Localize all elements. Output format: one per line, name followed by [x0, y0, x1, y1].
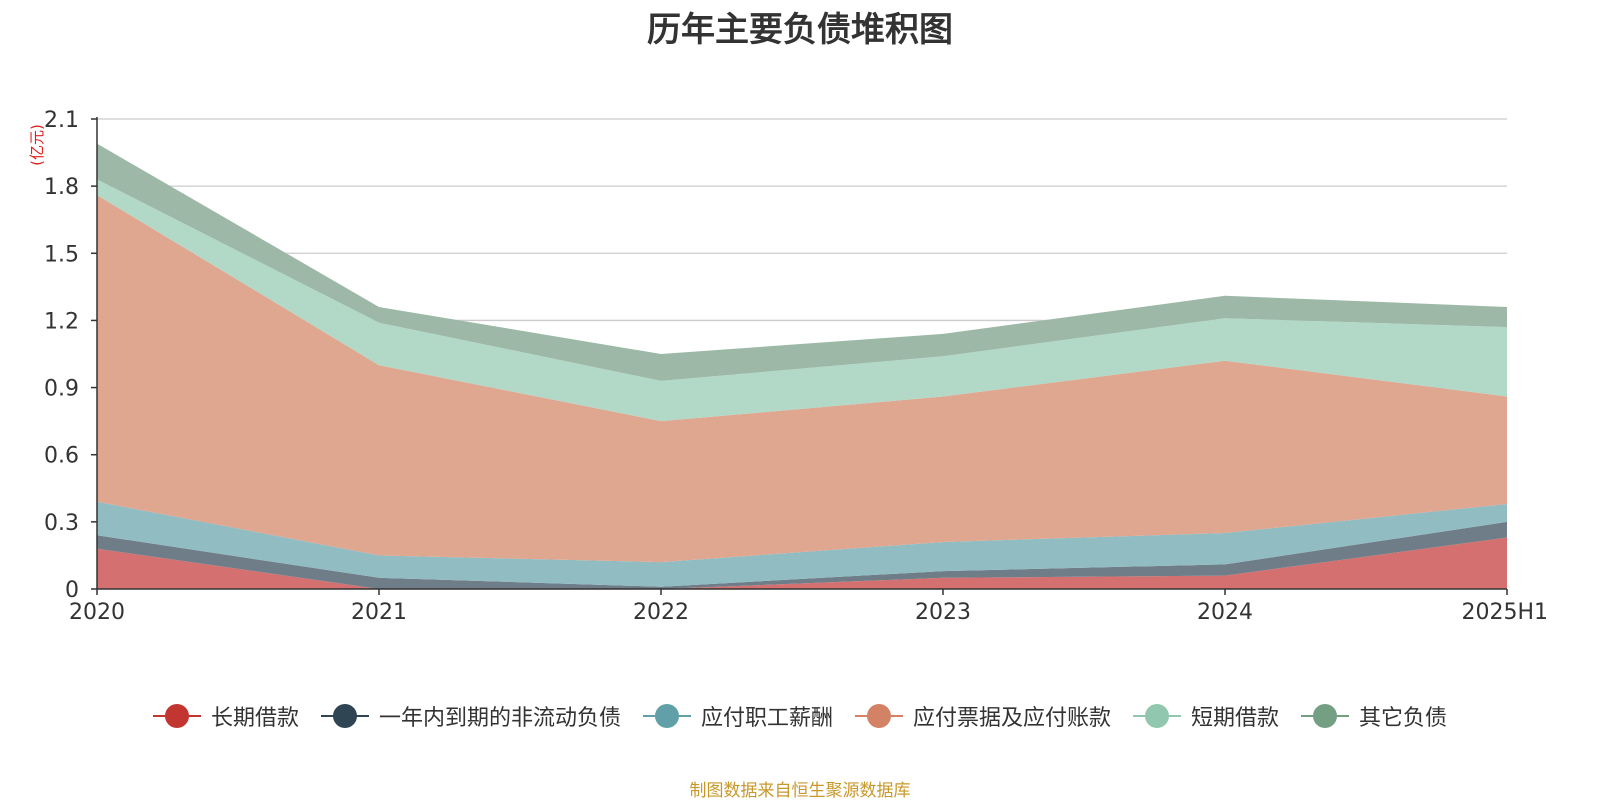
- legend-item[interactable]: 其它负债: [1301, 700, 1447, 732]
- y-tick-label: 2.1: [44, 108, 79, 133]
- legend-marker-icon: [1133, 704, 1182, 728]
- legend-marker-icon: [320, 704, 369, 728]
- series-area-2: [97, 521, 1507, 589]
- y-tick-label: 1.2: [44, 309, 79, 334]
- x-tick-label: 2020: [69, 600, 125, 625]
- legend-label: 应付票据及应付账款: [913, 706, 1112, 731]
- y-axis-unit-label: (亿元): [28, 124, 46, 166]
- legend-label: 短期借款: [1191, 706, 1280, 731]
- y-tick-label: 0.6: [44, 444, 79, 469]
- y-tick-label: 1.5: [44, 242, 79, 267]
- series-area-6: [97, 143, 1507, 381]
- x-tick-label: 2024: [1197, 600, 1253, 625]
- y-tick-label: 0: [65, 578, 79, 603]
- legend-marker-icon: [152, 704, 201, 728]
- legend-marker-icon: [855, 704, 903, 728]
- series-area-5: [97, 179, 1507, 422]
- legend-label: 其它负债: [1359, 706, 1448, 731]
- chart-title: 历年主要负债堆积图: [647, 10, 953, 50]
- source-note: 制图数据来自恒生聚源数据库: [689, 781, 911, 801]
- x-tick-label: 2022: [633, 600, 689, 625]
- legend-item[interactable]: 长期借款: [152, 700, 299, 732]
- legend-label: 应付职工薪酬: [700, 706, 833, 731]
- x-tick-label: 2025H1: [1461, 600, 1548, 625]
- legend-label: 一年内到期的非流动负债: [378, 706, 621, 731]
- stacked-area-chart: 0 0.3 0.6 0.9 1.2 1.5 1.8 2.1 2020 2021 2022 2023 20…: [28, 108, 1548, 625]
- y-tick-label: 1.8: [44, 175, 79, 200]
- axes: 0 0.3 0.6 0.9 1.2 1.5 1.8 2.1 2020 2021 2022 2023 20…: [44, 108, 1548, 625]
- x-tick-label: 2023: [915, 600, 971, 625]
- series-area-3: [97, 501, 1507, 587]
- x-tick-label: 2021: [351, 600, 407, 625]
- legend-label: 长期借款: [210, 706, 299, 731]
- series-area-4: [97, 195, 1507, 563]
- legend: 长期借款 一年内到期的非流动负债 应付职工薪酬 应付票据及应付账款 短期借款 其它负债: [0, 700, 1600, 732]
- y-tick-label: 0.3: [44, 511, 79, 536]
- legend-item[interactable]: 短期借款: [1133, 700, 1279, 732]
- legend-marker-icon: [1301, 704, 1350, 728]
- series-area-1: [97, 537, 1507, 589]
- legend-marker-icon: [642, 704, 691, 728]
- legend-item[interactable]: 一年内到期的非流动负债: [320, 700, 621, 732]
- series-areas: [97, 143, 1507, 589]
- y-tick-label: 0.9: [44, 377, 79, 402]
- legend-item[interactable]: 应付职工薪酬: [642, 700, 833, 732]
- legend-item[interactable]: 应付票据及应付账款: [855, 700, 1111, 732]
